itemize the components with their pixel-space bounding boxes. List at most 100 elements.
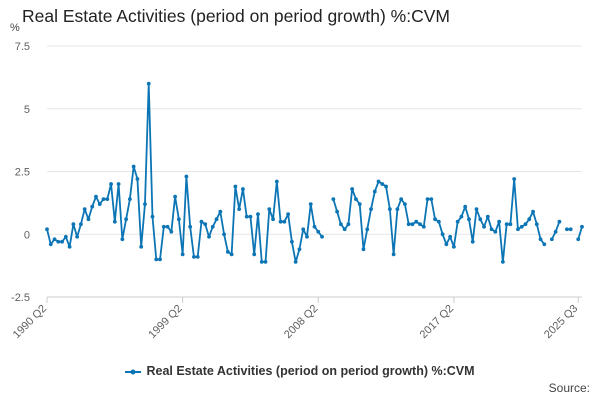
data-point	[523, 222, 528, 227]
data-point	[52, 237, 57, 242]
data-point	[109, 182, 113, 186]
data-point	[210, 224, 215, 229]
data-point	[485, 214, 490, 219]
data-point	[497, 219, 502, 224]
data-point	[203, 222, 208, 227]
data-point	[308, 202, 313, 207]
data-point	[395, 207, 400, 212]
data-point	[474, 207, 479, 212]
data-point	[452, 244, 456, 249]
series-line	[46, 82, 583, 263]
data-point	[467, 217, 471, 222]
data-point	[553, 229, 558, 234]
data-point	[354, 197, 358, 202]
data-point	[549, 237, 554, 242]
data-point	[241, 187, 245, 191]
data-point	[169, 229, 174, 234]
data-point	[263, 259, 268, 264]
data-point	[580, 224, 584, 229]
data-point	[531, 209, 535, 214]
data-point	[278, 219, 283, 224]
data-point	[312, 224, 317, 229]
x-tick-label: 2025 Q3	[542, 303, 580, 341]
data-point	[180, 252, 185, 257]
y-tick-label: 2.5	[15, 167, 30, 179]
data-point	[286, 212, 291, 217]
legend-swatch	[125, 369, 142, 375]
data-point	[331, 197, 336, 202]
data-point	[527, 217, 532, 222]
data-point	[504, 222, 509, 227]
data-point	[150, 214, 155, 219]
data-point	[199, 219, 204, 224]
data-point	[248, 214, 253, 219]
data-point	[131, 164, 136, 169]
data-point	[433, 217, 437, 222]
data-point	[455, 219, 460, 224]
data-point	[146, 81, 151, 86]
data-point	[165, 224, 170, 229]
data-point	[448, 234, 453, 239]
data-point	[94, 194, 98, 199]
data-point	[86, 217, 91, 222]
data-point	[135, 177, 140, 181]
data-point	[101, 197, 106, 202]
data-point	[105, 197, 110, 202]
data-point	[188, 224, 193, 229]
data-point	[440, 232, 445, 237]
data-point	[116, 182, 121, 186]
source-label: Source:	[548, 381, 590, 395]
x-tick-label: 1999 Q2	[146, 303, 184, 341]
y-tick-label: 0	[24, 229, 30, 241]
data-point	[414, 219, 419, 224]
data-point	[429, 197, 434, 202]
data-point	[244, 214, 249, 219]
legend-label: Real Estate Activities (period on period…	[146, 364, 475, 378]
data-point	[120, 237, 125, 242]
data-point	[71, 222, 76, 227]
data-point	[482, 224, 486, 229]
data-point	[459, 214, 464, 219]
data-point	[489, 227, 494, 232]
data-point	[225, 249, 230, 254]
data-point	[565, 227, 569, 232]
data-point	[538, 237, 543, 242]
y-axis-unit-label: %	[10, 22, 20, 34]
chart-title: Real Estate Activities (period on period…	[22, 6, 450, 26]
x-tick-label: 1990 Q2	[11, 303, 49, 341]
data-point	[67, 244, 72, 249]
data-point	[512, 177, 517, 181]
data-point	[79, 222, 83, 227]
data-point	[508, 222, 513, 227]
data-point	[297, 247, 302, 252]
data-point	[90, 204, 95, 209]
data-point	[399, 197, 404, 202]
data-point	[357, 202, 362, 207]
data-point	[161, 224, 166, 229]
data-point	[75, 234, 80, 239]
data-point	[60, 239, 64, 244]
data-point	[207, 234, 211, 239]
data-point	[444, 242, 449, 247]
data-point	[516, 227, 520, 232]
data-point	[282, 219, 287, 224]
y-tick-label: 7.5	[15, 41, 30, 53]
data-point	[421, 224, 426, 229]
data-point	[127, 197, 132, 202]
data-point	[384, 184, 388, 189]
legend[interactable]: Real Estate Activities (period on period…	[0, 364, 600, 378]
data-point	[293, 259, 298, 264]
data-point	[195, 254, 200, 259]
y-tick-label: -2.5	[11, 292, 30, 304]
data-point	[403, 202, 407, 207]
data-point	[346, 222, 351, 227]
data-point	[301, 227, 306, 232]
x-tick-label: 2017 Q2	[418, 303, 456, 341]
data-point	[222, 232, 226, 237]
data-point	[342, 227, 347, 232]
data-point	[320, 234, 324, 239]
data-point	[361, 247, 366, 252]
data-point	[338, 222, 343, 227]
data-point	[252, 252, 257, 257]
